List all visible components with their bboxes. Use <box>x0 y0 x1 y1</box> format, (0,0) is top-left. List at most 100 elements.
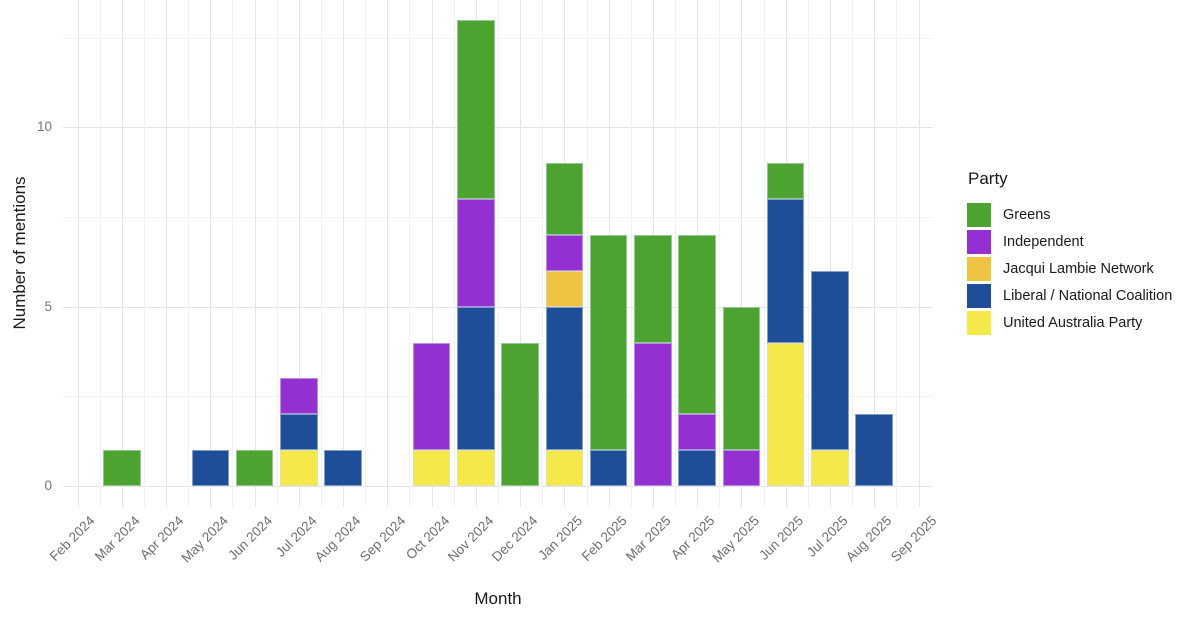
bar-segment <box>501 342 539 486</box>
bar-segment <box>589 450 628 486</box>
bar-segment <box>678 450 716 486</box>
bar-segment <box>324 450 362 486</box>
bar-segment <box>545 270 584 307</box>
gridline-minor-x <box>453 0 455 507</box>
bar-segment <box>722 450 761 486</box>
gridline-major-x <box>254 0 256 507</box>
x-tick-label: Jun 2024 <box>225 513 276 563</box>
gridline-minor-x <box>99 0 101 507</box>
legend-label: United Australia Party <box>1003 315 1143 331</box>
legend-key-swatch <box>967 230 991 254</box>
bar-segment <box>457 19 495 200</box>
bar-segment <box>280 378 318 415</box>
gridline-minor-x <box>719 0 721 507</box>
x-tick-label: Mar 2025 <box>622 513 674 564</box>
bar-segment <box>811 270 849 451</box>
legend-item: United Australia Party <box>967 311 1172 335</box>
legend-item: Liberal / National Coalition <box>967 284 1172 308</box>
bar-segment <box>280 414 318 451</box>
gridline-minor-x <box>498 0 499 507</box>
x-tick-label: Jan 2025 <box>535 513 585 563</box>
legend-title: Party <box>968 169 1008 188</box>
bar-segment <box>811 450 849 486</box>
gridline-minor-x <box>320 0 322 507</box>
bar-segment <box>722 306 761 451</box>
gridline-major-x <box>166 0 168 507</box>
gridline-minor-x <box>188 0 190 507</box>
legend-label: Independent <box>1003 234 1084 250</box>
y-tick-label: 10 <box>36 119 52 135</box>
bar-segment <box>545 306 584 451</box>
gridline-minor-x <box>409 0 411 507</box>
bar-segment <box>589 234 628 451</box>
x-tick-label: Apr 2024 <box>137 513 187 563</box>
x-tick-label: Feb 2025 <box>578 513 630 564</box>
x-tick-label: May 2024 <box>178 513 231 566</box>
gridline-minor-x <box>630 0 632 507</box>
y-tick-label: 5 <box>44 298 52 314</box>
gridline-major-x <box>829 0 831 507</box>
x-tick-label: Aug 2025 <box>843 513 895 565</box>
x-tick-label: May 2025 <box>709 513 763 566</box>
gridline-major-x <box>520 0 522 507</box>
gridline-major-x <box>343 0 345 507</box>
legend-item: Jacqui Lambie Network <box>967 257 1172 281</box>
legend-items: Greens Independent Jacqui Lambie Network Li… <box>967 203 1172 335</box>
gridline-minor-x <box>896 0 898 507</box>
x-tick-label: Aug 2024 <box>312 513 364 565</box>
legend-item: Greens <box>967 203 1172 227</box>
x-tick-label: Jul 2025 <box>803 513 851 560</box>
gridline-major-x <box>298 0 300 507</box>
bar-segment <box>766 199 805 343</box>
gridline-minor-x <box>852 0 854 507</box>
gridline-major-x <box>210 0 212 507</box>
bar-segment <box>191 450 230 486</box>
gridline-major-x <box>121 0 123 507</box>
bar-segment <box>855 414 893 486</box>
bar-segment <box>678 414 716 451</box>
legend: Party Greens Independent Jacqui Lambie Net… <box>967 169 1172 338</box>
gridline-minor-x <box>586 0 588 507</box>
gridline-major-x <box>741 0 743 507</box>
legend-key-swatch <box>967 203 991 227</box>
legend-label: Liberal / National Coalition <box>1003 288 1173 304</box>
gridline-minor-x <box>276 0 278 507</box>
gridline-major-x <box>387 0 389 507</box>
bar-segment <box>766 163 805 200</box>
bar-segment <box>545 163 584 235</box>
bar-segment <box>412 342 451 451</box>
gridline-major-x <box>918 0 920 507</box>
x-tick-label: Feb 2024 <box>47 513 99 564</box>
x-tick-label: Sep 2025 <box>887 513 940 565</box>
bar-segment <box>457 199 495 307</box>
gridline-minor-x <box>763 0 765 507</box>
bar-segment <box>103 450 141 486</box>
y-tick-label: 0 <box>44 478 52 493</box>
x-tick-label: Dec 2024 <box>489 513 541 565</box>
legend-item: Independent <box>967 230 1172 254</box>
bar-segment <box>766 342 805 486</box>
y-axis-tick-labels: 0 5 10 <box>0 0 56 507</box>
x-tick-label: Jun 2025 <box>756 513 807 563</box>
x-tick-label: Mar 2024 <box>91 513 143 564</box>
legend-key-swatch <box>967 257 991 281</box>
x-axis-title: Month <box>474 589 522 608</box>
bar-segment <box>412 450 451 486</box>
gridline-minor-x <box>232 0 234 507</box>
x-tick-label: Sep 2024 <box>356 513 408 565</box>
gridline-minor-x <box>365 0 367 507</box>
bar-segment <box>634 342 672 486</box>
legend-label: Greens <box>1003 207 1051 223</box>
x-tick-label: Jul 2024 <box>272 513 320 560</box>
bar-segment <box>545 450 584 486</box>
gridline-major-x <box>431 0 433 507</box>
gridline-minor-x <box>143 0 145 507</box>
plot-panel <box>63 0 933 507</box>
legend-key-swatch <box>967 311 991 335</box>
bar-segment <box>678 234 716 415</box>
gridline-major-x <box>874 0 876 507</box>
gridline-minor-x <box>542 0 544 507</box>
x-tick-label: Oct 2024 <box>402 513 453 563</box>
gridline-minor-x <box>675 0 677 507</box>
